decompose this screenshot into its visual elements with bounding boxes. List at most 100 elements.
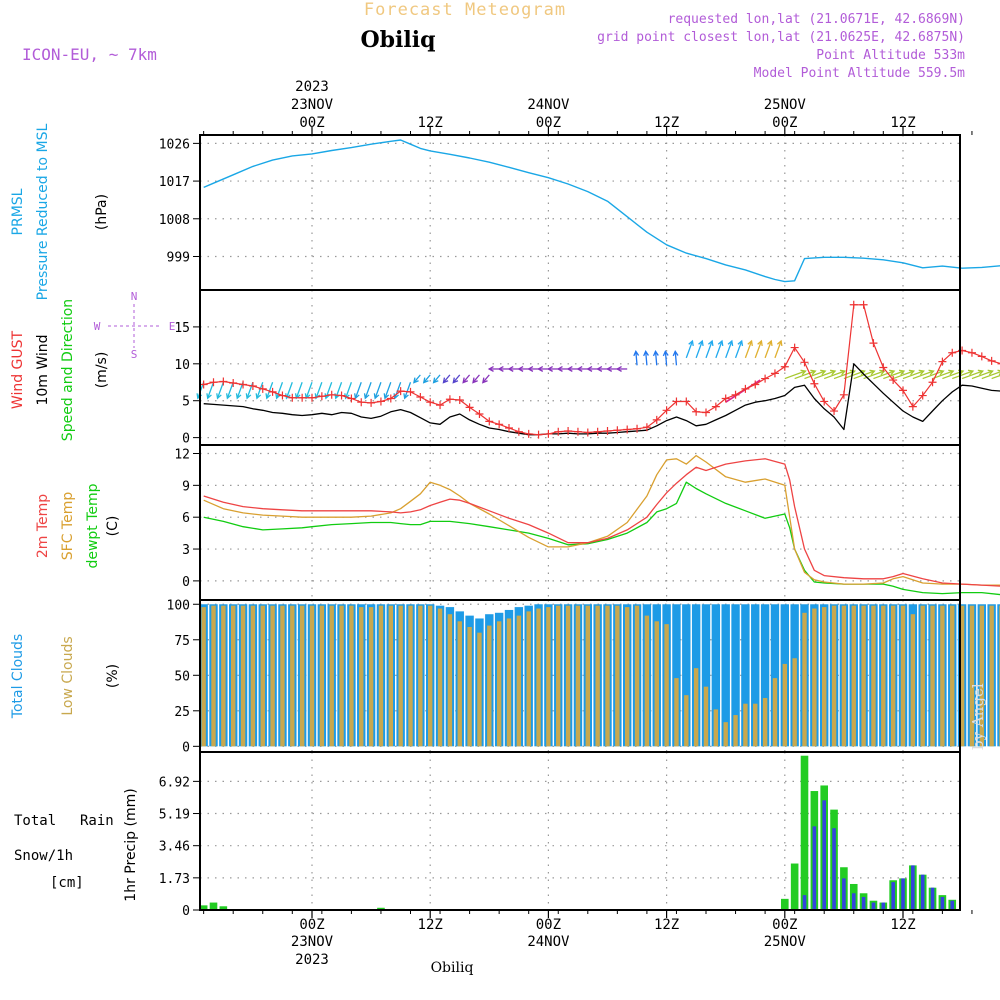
wind-arrow-head xyxy=(908,369,916,376)
requested-coords: requested lon,lat (21.0671E, 42.6869N) xyxy=(668,12,965,27)
wind-gust-marker xyxy=(711,402,720,411)
bottom-date-label: 25NOV xyxy=(764,934,807,950)
low-cloud-bar xyxy=(890,605,896,747)
wind-arrow xyxy=(462,374,471,383)
wind-arrow-head xyxy=(747,339,753,347)
wind-gust-marker xyxy=(396,387,405,396)
wind-gust-marker xyxy=(642,423,651,432)
wind-arrow xyxy=(952,370,974,380)
wind-gust-marker xyxy=(573,427,582,436)
panel-frame xyxy=(199,751,961,911)
y-tick-label: 5.19 xyxy=(159,808,190,823)
low-cloud-bar xyxy=(280,605,285,747)
wind-arrow-head xyxy=(393,393,400,400)
wind-arrow xyxy=(315,382,323,399)
wind-gust-marker xyxy=(298,393,307,402)
top-year-label: 2023 xyxy=(295,79,329,95)
snow-bar xyxy=(881,902,886,910)
compass-cross xyxy=(108,304,162,348)
wind-gust-marker xyxy=(524,429,533,438)
wind-gust-marker xyxy=(544,429,553,438)
low-cloud-bar xyxy=(625,607,630,747)
wind-arrow-head xyxy=(285,393,291,400)
wind-arrow xyxy=(384,382,392,399)
wind-gust-marker xyxy=(603,426,612,435)
low-cloud-bar xyxy=(368,607,374,747)
wind-arrow-head xyxy=(810,369,817,376)
top-hour-label: 12Z xyxy=(890,115,915,131)
wind-arrow-head xyxy=(918,369,925,376)
low-cloud-bar xyxy=(871,605,876,747)
model-altitude: Model Point Altitude 559.5m xyxy=(754,66,965,81)
wind-arrow-head xyxy=(698,339,704,347)
wind-gust-marker xyxy=(948,348,957,357)
wind-arrow-head xyxy=(839,369,847,376)
precip-panel: 6.92 5.19 3.46 1.73 0 xyxy=(159,751,961,919)
total-cloud-bar xyxy=(682,604,691,747)
wind-gust-marker xyxy=(623,425,632,434)
low-cloud-bar xyxy=(349,605,354,747)
low-cloud-bar xyxy=(605,605,610,747)
wind-arrow-head xyxy=(869,369,876,376)
wind-arrow xyxy=(645,351,648,366)
y-tick-label: 9 xyxy=(182,479,190,494)
wind-arrow-head xyxy=(596,366,603,372)
wind-arrow xyxy=(256,382,264,399)
dewpoint-label: dewpt Temp xyxy=(85,483,101,568)
wind-arrow-head xyxy=(556,366,563,372)
y-tick-label: 75 xyxy=(174,634,190,649)
wind-gust-marker xyxy=(386,394,395,403)
wind-gust-marker xyxy=(672,397,681,406)
y-tick-label: 50 xyxy=(174,669,190,684)
panel-frame xyxy=(199,444,961,601)
wind-arrow-head xyxy=(265,393,271,400)
wind-arrow-head xyxy=(576,366,583,372)
wind-direction-label: Speed and Direction xyxy=(60,299,76,441)
low-cloud-bar xyxy=(989,605,994,747)
wind-arrow-head xyxy=(442,377,449,384)
rain-bar xyxy=(790,863,799,910)
wind-gust-marker xyxy=(879,363,888,372)
wind-arrow-head xyxy=(948,369,955,376)
wind-gust-marker xyxy=(337,391,346,400)
wind-arrow xyxy=(442,374,451,383)
compass-rose: N W E S xyxy=(94,290,176,361)
wind-arrow xyxy=(413,374,421,383)
wind-arrow xyxy=(932,370,954,380)
wind-arrow-head xyxy=(757,339,763,347)
low-cloud-bar xyxy=(260,605,265,747)
wind-arrow xyxy=(794,370,816,380)
y-tick-label: 1017 xyxy=(159,175,190,190)
low-cloud-bar xyxy=(496,621,502,747)
wind-gust-marker xyxy=(721,394,730,403)
low-cloud-bar xyxy=(359,607,364,747)
wind-gust-marker xyxy=(367,398,376,407)
low-cloud-bar xyxy=(329,605,334,747)
clouds-unit: (%) xyxy=(105,664,121,688)
wind-arrow xyxy=(774,340,782,359)
wind-arrow-head xyxy=(717,339,724,347)
temperature-panel: 12 9 6 3 0 xyxy=(174,444,1000,601)
wind-arrow-head xyxy=(997,369,1000,376)
wind-arrow xyxy=(705,340,713,359)
wind-arrow xyxy=(715,340,723,359)
low-cloud-bar xyxy=(536,608,541,747)
bottom-time-axis: 00Z 12Z 00Z 12Z 00Z 12Z 23NOV 24NOV 25NOV 2023 xyxy=(203,910,973,968)
wind-arrow-head xyxy=(928,369,935,376)
wind-gust-marker xyxy=(702,408,710,417)
snow-bar xyxy=(920,874,925,910)
total-cloud-bar xyxy=(721,604,730,747)
compass-east: E xyxy=(169,320,176,333)
low-cloud-bar xyxy=(910,614,916,747)
wind-arrow-head xyxy=(633,349,640,357)
clouds-panel: 100 75 50 25 0 xyxy=(167,598,1000,755)
wind-gust-marker xyxy=(869,339,878,348)
wind-arrow xyxy=(725,340,733,359)
wind-gust-marker xyxy=(416,393,425,402)
wind-arrow xyxy=(216,382,224,399)
rain-label: Rain xyxy=(80,813,114,829)
wind-arrow xyxy=(981,371,1000,380)
wind-gust-marker xyxy=(889,376,898,385)
wind-arrow-head xyxy=(879,369,886,376)
low-cloud-bar xyxy=(319,605,325,747)
